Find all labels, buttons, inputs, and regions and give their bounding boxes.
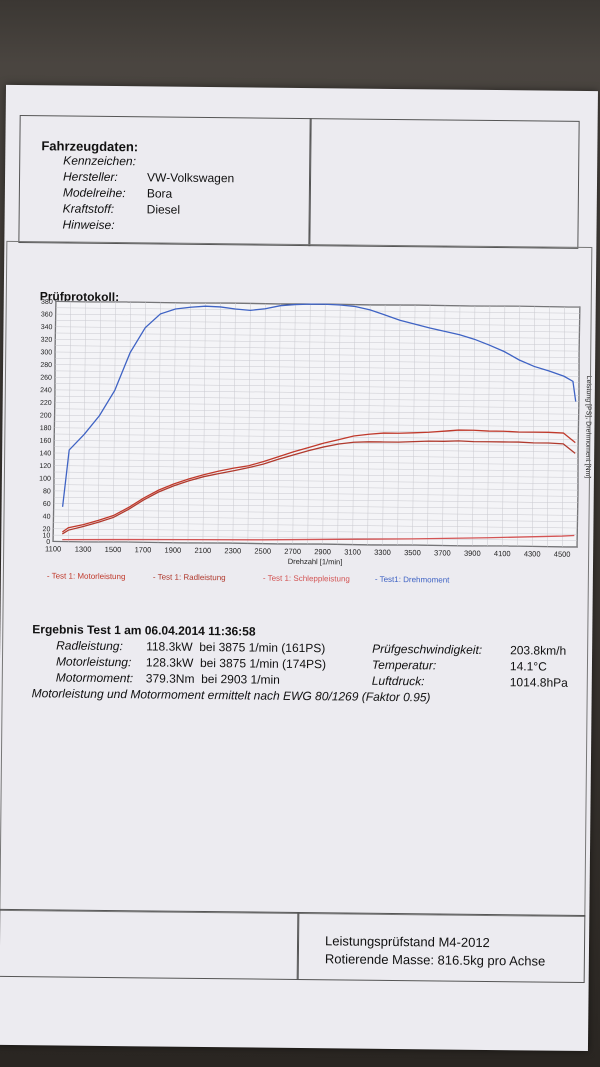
x-tick-label: 3500 — [404, 548, 421, 557]
grid-line-y — [54, 459, 579, 466]
x-tick-label: 3700 — [434, 548, 451, 557]
grid-line-y — [55, 370, 579, 377]
y-tick-label: 80 — [43, 488, 51, 495]
y-tick-label: 140 — [39, 450, 51, 457]
grid-line-y — [54, 402, 579, 409]
report-body-frame — [0, 240, 593, 918]
y-tick-label: 200 — [40, 412, 52, 419]
footer-dyno-model: Leistungsprüfstand M4-2012 — [324, 933, 490, 951]
x-tick-label: 2100 — [194, 546, 211, 555]
y-tick-label: 100 — [39, 476, 51, 483]
grid-line-y — [54, 389, 579, 396]
grid-line-y — [54, 383, 579, 390]
grid-line-y — [55, 307, 580, 314]
x-tick-label: 1700 — [135, 545, 152, 554]
y-tick-label: 240 — [40, 387, 52, 394]
y-tick-label: 40 — [43, 514, 51, 521]
y-tick-label: 120 — [39, 463, 51, 470]
grid-line-y — [53, 471, 578, 478]
x-axis-label: Drehzahl [1/min] — [288, 557, 343, 567]
grid-line-y — [55, 313, 580, 320]
footer-left-box — [0, 908, 300, 981]
vehicle-label-fuel: Kraftstoff: — [62, 201, 115, 217]
grid-line-y — [53, 509, 578, 516]
x-tick-label: 2500 — [254, 547, 271, 556]
y-tick-label: 180 — [40, 425, 52, 432]
grid-line-y — [55, 351, 580, 358]
y-tick-label: 360 — [41, 311, 53, 318]
vehicle-data-heading: Fahrzeugdaten: — [41, 138, 139, 155]
grid-line-y — [55, 320, 580, 327]
x-tick-label: 2700 — [284, 547, 301, 556]
grid-line-y — [53, 541, 578, 548]
grid-line-y — [53, 484, 578, 491]
grid-line-y — [55, 345, 580, 352]
x-tick-label: 3300 — [374, 548, 391, 557]
grid-line-y — [54, 433, 579, 440]
x-tick-label: 3100 — [344, 547, 361, 556]
vehicle-value-manufacturer: VW-Volkswagen — [146, 170, 235, 186]
x-tick-label: 1300 — [75, 545, 92, 554]
grid-line-y — [53, 496, 578, 503]
grid-line-y — [54, 440, 579, 447]
y-tick-label: 380 — [41, 299, 53, 306]
grid-line-y — [55, 332, 580, 339]
grid-line-y — [55, 364, 580, 371]
grid-line-y — [54, 427, 579, 434]
dyno-chart: 1100 1300 1500 1700 1900 2100 2300 2500 2700 2900… — [39, 299, 592, 567]
grid-line-y — [54, 421, 579, 428]
y-tick-label: 0 — [46, 539, 50, 546]
grid-line-y — [55, 326, 580, 333]
x-tick-label: 1500 — [105, 545, 122, 554]
x-tick-label: 1100 — [45, 544, 61, 553]
grid-line-y — [53, 528, 578, 535]
vehicle-label-plate: Kennzeichen: — [63, 153, 137, 169]
test-report-paper: Fahrzeugdaten: Kennzeichen: Hersteller: … — [0, 84, 598, 1052]
y-tick-label: 340 — [41, 324, 53, 331]
series-line-torque — [61, 303, 577, 507]
grid-line-y — [54, 452, 579, 459]
grid-line-y — [53, 490, 578, 497]
y-tick-label: 20 — [43, 526, 51, 533]
grid-line-y — [53, 503, 578, 510]
series-line-engine-power — [61, 429, 576, 533]
y-tick-label: 220 — [40, 400, 52, 407]
grid-line-y — [54, 395, 579, 402]
grid-line-y — [53, 478, 578, 485]
grid-line-y — [54, 408, 579, 415]
grid-line-y — [53, 522, 578, 529]
y-tick-label: 320 — [41, 337, 53, 344]
vehicle-value-model: Bora — [146, 186, 173, 201]
x-tick-label: 4500 — [554, 550, 571, 559]
x-tick-label: 3900 — [464, 549, 481, 558]
grid-line-y — [54, 414, 579, 421]
vehicle-label-model: Modelreihe: — [62, 185, 126, 201]
y-tick-label: 60 — [43, 501, 51, 508]
footer-rotating-mass: Rotierende Masse: 816.5kg pro Achse — [324, 951, 546, 969]
vehicle-value-fuel: Diesel — [146, 202, 181, 217]
grid-line-y — [54, 465, 579, 472]
x-tick-label: 2900 — [314, 547, 331, 556]
vehicle-data-empty-box — [308, 118, 580, 249]
y-tick-label: 260 — [40, 375, 52, 382]
y-tick-label: 300 — [40, 349, 52, 356]
y-axis-label: Leistung [PS], Drehmoment [Nm] — [584, 376, 592, 479]
grid-line-y — [55, 358, 580, 365]
series-line-drag-power — [62, 534, 575, 541]
y-tick-label: 280 — [40, 362, 52, 369]
x-tick-label: 4300 — [524, 549, 541, 558]
vehicle-label-manufacturer: Hersteller: — [62, 169, 118, 185]
grid-line-y — [54, 376, 579, 383]
grid-line-y — [53, 515, 578, 522]
series-line-wheel-power — [61, 440, 576, 535]
x-tick-label: 4100 — [494, 549, 511, 558]
grid-line-y — [55, 339, 580, 346]
grid-line-y — [53, 534, 578, 541]
x-tick-label: 2300 — [224, 546, 241, 555]
y-tick-label: 10 — [42, 532, 50, 539]
x-tick-label: 1900 — [165, 546, 182, 555]
y-tick-label: 160 — [40, 438, 52, 445]
vehicle-label-notes: Hinweise: — [62, 217, 115, 233]
